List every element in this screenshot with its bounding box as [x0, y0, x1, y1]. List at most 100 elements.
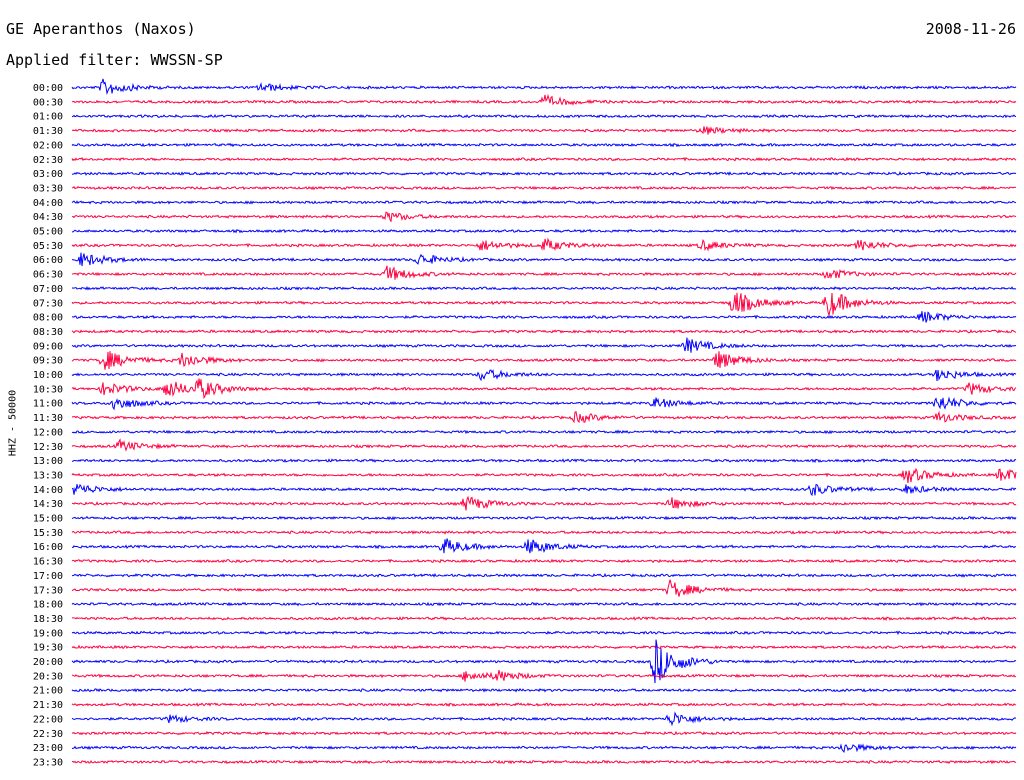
time-label: 23:30 [33, 757, 63, 768]
trace-10:30 [71, 378, 1017, 400]
trace-14:30 [71, 495, 1017, 511]
time-label: 21:30 [33, 700, 63, 711]
time-label: 10:00 [33, 370, 63, 381]
time-label: 16:00 [33, 542, 63, 553]
time-label: 20:30 [33, 671, 63, 682]
trace-09:30 [71, 351, 1017, 370]
trace-18:30 [71, 616, 1017, 621]
trace-11:30 [71, 410, 1017, 424]
time-label: 02:30 [33, 155, 63, 166]
station-title: GE Aperanthos (Naxos) [6, 20, 196, 38]
trace-06:00 [71, 252, 1017, 267]
trace-22:30 [71, 730, 1017, 736]
time-label: 13:30 [33, 470, 63, 481]
time-label: 04:00 [33, 198, 63, 209]
record-date: 2008-11-26 [925, 20, 1016, 38]
trace-22:00 [71, 711, 1017, 727]
trace-06:30 [71, 265, 1017, 280]
trace-05:30 [71, 237, 1017, 252]
trace-14:00 [71, 483, 1017, 497]
time-label: 07:00 [33, 284, 63, 295]
time-label: 22:30 [33, 729, 63, 740]
trace-04:00 [71, 199, 1017, 205]
trace-03:00 [71, 171, 1017, 176]
time-label: 17:30 [33, 585, 63, 596]
trace-01:30 [71, 126, 1017, 135]
time-label: 09:00 [33, 341, 63, 352]
time-label: 16:30 [33, 557, 63, 568]
time-label: 10:30 [33, 384, 63, 395]
trace-07:00 [71, 286, 1017, 291]
trace-12:30 [71, 438, 1017, 452]
trace-19:00 [71, 630, 1017, 636]
trace-11:00 [71, 396, 1017, 411]
trace-21:30 [71, 702, 1017, 708]
trace-23:00 [71, 743, 1017, 754]
time-label: 12:30 [33, 442, 63, 453]
time-label: 14:30 [33, 499, 63, 510]
trace-12:00 [71, 429, 1017, 435]
time-label: 21:00 [33, 686, 63, 697]
trace-13:00 [71, 458, 1017, 464]
time-label: 00:00 [33, 83, 63, 94]
time-label: 18:30 [33, 614, 63, 625]
trace-group [71, 78, 1017, 765]
time-label: 09:30 [33, 356, 63, 367]
time-label: 14:00 [33, 485, 63, 496]
trace-20:00 [71, 639, 1017, 684]
trace-17:30 [71, 579, 1017, 597]
time-label: 08:30 [33, 327, 63, 338]
trace-08:00 [71, 311, 1017, 323]
trace-03:30 [71, 185, 1017, 191]
filter-label: Applied filter: WWSSN-SP [6, 51, 223, 69]
time-label: 06:00 [33, 255, 63, 266]
time-label: 02:00 [33, 140, 63, 151]
time-label: 08:00 [33, 313, 63, 324]
trace-05:00 [71, 228, 1017, 234]
time-label: 23:00 [33, 743, 63, 754]
trace-00:00 [71, 78, 1017, 96]
trace-18:00 [71, 601, 1017, 607]
time-label: 15:00 [33, 514, 63, 525]
trace-17:00 [71, 572, 1017, 578]
time-label: 04:30 [33, 212, 63, 223]
time-label: 03:30 [33, 183, 63, 194]
time-label: 03:00 [33, 169, 63, 180]
trace-21:00 [71, 687, 1017, 693]
trace-04:30 [71, 211, 1017, 223]
time-label: 22:00 [33, 714, 63, 725]
time-label: 06:30 [33, 270, 63, 281]
trace-23:30 [71, 759, 1017, 765]
time-label: 18:00 [33, 600, 63, 611]
trace-20:30 [71, 669, 1017, 682]
trace-15:30 [71, 529, 1017, 535]
trace-02:00 [71, 142, 1017, 148]
time-label: 15:30 [33, 528, 63, 539]
time-label: 17:00 [33, 571, 63, 582]
trace-07:30 [71, 292, 1017, 316]
time-label: 05:00 [33, 227, 63, 238]
time-label: 00:30 [33, 97, 63, 108]
trace-15:00 [71, 515, 1017, 521]
trace-13:30 [71, 467, 1017, 484]
time-label: 11:30 [33, 413, 63, 424]
trace-01:00 [71, 113, 1017, 119]
trace-16:30 [71, 558, 1017, 564]
time-label: 13:00 [33, 456, 63, 467]
trace-02:30 [71, 156, 1017, 162]
trace-09:00 [71, 337, 1017, 353]
time-label: 19:00 [33, 628, 63, 639]
trace-00:30 [71, 93, 1017, 106]
time-label: 01:30 [33, 126, 63, 137]
time-label: 19:30 [33, 643, 63, 654]
time-label: 05:30 [33, 241, 63, 252]
time-label: 20:00 [33, 657, 63, 668]
time-label: 11:00 [33, 399, 63, 410]
time-label-group: 00:00 00:30 01:00 01:30 02:00 02:30 03:00 03:30… [33, 83, 63, 768]
time-label: 07:30 [33, 298, 63, 309]
trace-10:00 [71, 368, 1017, 382]
trace-16:00 [71, 538, 1017, 554]
trace-08:30 [71, 328, 1017, 334]
time-label: 01:00 [33, 112, 63, 123]
